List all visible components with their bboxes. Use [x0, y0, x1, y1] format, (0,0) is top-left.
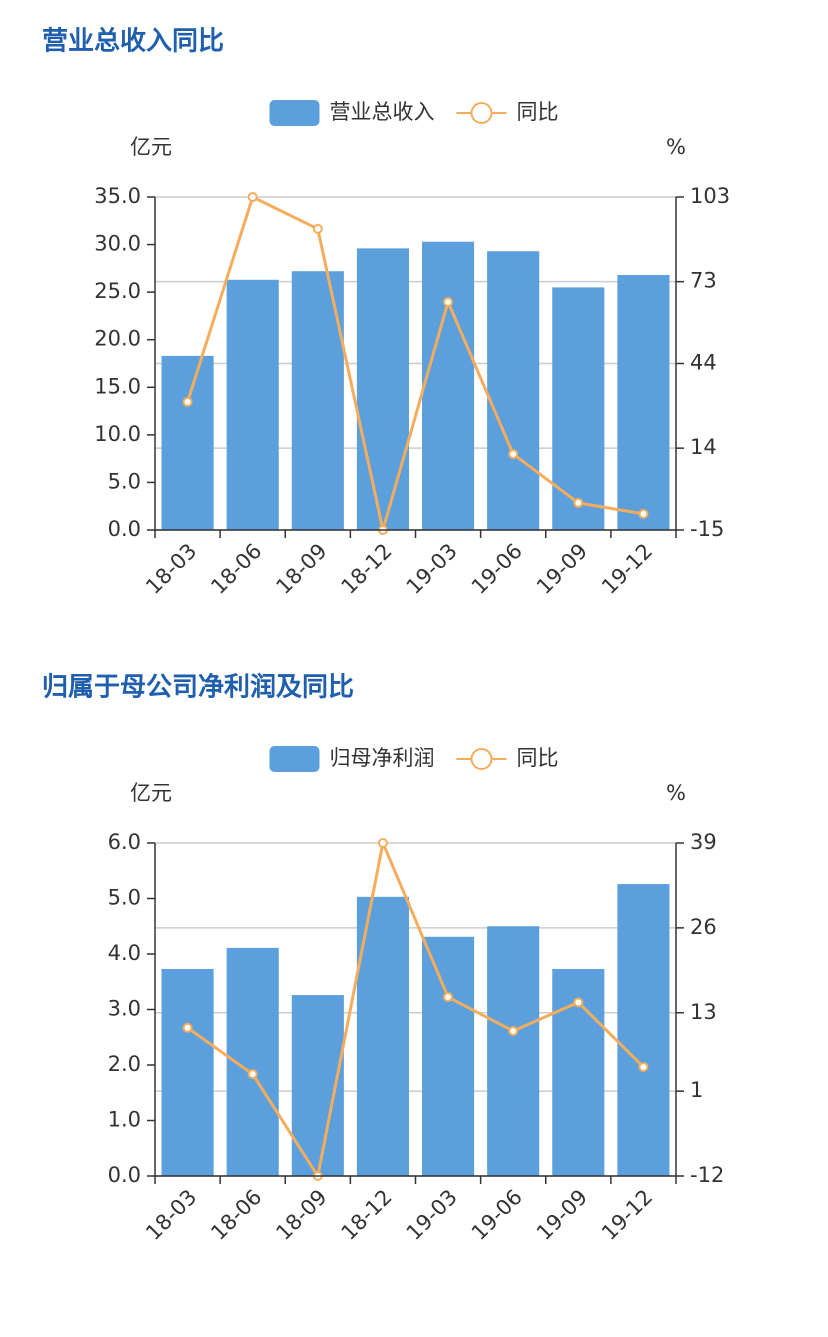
- chart-title: 归属于母公司净利润及同比: [42, 672, 354, 703]
- chart-title: 营业总收入同比: [42, 27, 224, 57]
- y-tick-label: 25.0: [94, 279, 141, 303]
- line-point: [573, 997, 584, 1008]
- y2-tick-label: 1: [690, 1078, 703, 1102]
- y2-axis-unit: %: [666, 781, 686, 805]
- y-tick-label: 5.0: [108, 469, 141, 493]
- x-tick-label: 18-06: [206, 1185, 266, 1245]
- legend: 营业总收入 同比: [269, 100, 559, 126]
- legend-swatch: [470, 748, 493, 770]
- y-tick-label: 3.0: [108, 997, 141, 1021]
- x-tick-label: 18-06: [206, 539, 266, 599]
- legend-label: 同比: [517, 746, 559, 770]
- y-tick-label: 0.0: [108, 517, 141, 541]
- y2-tick-label: 103: [690, 184, 730, 208]
- legend-label: 营业总收入: [330, 100, 435, 124]
- line-point: [638, 508, 649, 519]
- line-point: [182, 396, 193, 407]
- y-tick-label: 4.0: [108, 941, 141, 965]
- y2-tick-label: 73: [690, 269, 717, 293]
- y2-tick-label: 14: [690, 435, 717, 459]
- y2-tick-label: -12: [690, 1163, 724, 1187]
- line-point: [312, 223, 323, 234]
- legend-swatch: [269, 100, 320, 126]
- x-tick-label: 18-09: [271, 539, 331, 599]
- line-point: [508, 1026, 519, 1037]
- legend: 归母净利润 同比: [269, 746, 559, 772]
- y2-tick-label: 39: [690, 830, 717, 854]
- x-tick-label: 19-06: [467, 539, 527, 599]
- bar: [617, 884, 670, 1176]
- bar: [487, 926, 540, 1176]
- x-tick-label: 18-03: [141, 539, 201, 599]
- line-point: [182, 1022, 193, 1033]
- legend-label: 同比: [517, 100, 559, 124]
- bar: [487, 251, 540, 530]
- bar: [422, 936, 475, 1176]
- y2-tick-label: 26: [690, 915, 717, 939]
- bar: [552, 287, 605, 530]
- x-tick-label: 19-06: [467, 1185, 527, 1245]
- x-tick-label: 18-09: [271, 1185, 331, 1245]
- line-point: [443, 992, 454, 1003]
- y2-tick-label: 13: [690, 1000, 717, 1024]
- legend-swatch: [269, 746, 320, 772]
- y-tick-label: 5.0: [108, 886, 141, 910]
- x-tick-label: 18-03: [141, 1185, 201, 1245]
- y-tick-label: 10.0: [94, 422, 141, 446]
- y-tick-label: 2.0: [108, 1052, 141, 1076]
- bar: [226, 279, 279, 530]
- x-tick-label: 18-12: [337, 1185, 397, 1245]
- x-tick-label: 19-09: [532, 539, 592, 599]
- y-tick-label: 1.0: [108, 1108, 141, 1132]
- y-tick-label: 0.0: [108, 1163, 141, 1187]
- y-axis-unit: 亿元: [130, 781, 172, 805]
- y2-axis-unit: %: [666, 135, 686, 159]
- legend-label: 归母净利润: [330, 746, 435, 770]
- bar: [356, 896, 409, 1176]
- line-point: [638, 1061, 649, 1072]
- y2-tick-label: 44: [690, 351, 717, 375]
- y-tick-label: 35.0: [94, 184, 141, 208]
- line: [186, 837, 645, 1180]
- bar: [161, 355, 214, 530]
- line-point: [443, 296, 454, 307]
- bar: [356, 248, 409, 530]
- line: [186, 194, 644, 531]
- line-point: [247, 1069, 258, 1080]
- x-tick-label: 19-12: [597, 539, 657, 599]
- x-tick-label: 19-12: [597, 1185, 657, 1245]
- y-tick-label: 20.0: [94, 327, 141, 351]
- y2-tick-label: -15: [690, 517, 724, 541]
- y-tick-label: 15.0: [94, 374, 141, 398]
- bar: [617, 275, 670, 530]
- y-tick-label: 30.0: [94, 232, 141, 256]
- bar: [422, 241, 475, 530]
- line-point: [377, 838, 388, 848]
- y-axis-unit: 亿元: [130, 135, 172, 159]
- y-tick-label: 6.0: [108, 830, 141, 854]
- x-tick-label: 18-12: [337, 539, 397, 599]
- line-point: [573, 497, 584, 508]
- bar: [161, 968, 214, 1176]
- x-tick-label: 19-09: [532, 1185, 592, 1245]
- line-point: [247, 192, 258, 202]
- line-point: [508, 449, 519, 460]
- x-tick-label: 19-03: [402, 1185, 462, 1245]
- legend-swatch: [470, 102, 493, 124]
- x-tick-label: 19-03: [402, 539, 462, 599]
